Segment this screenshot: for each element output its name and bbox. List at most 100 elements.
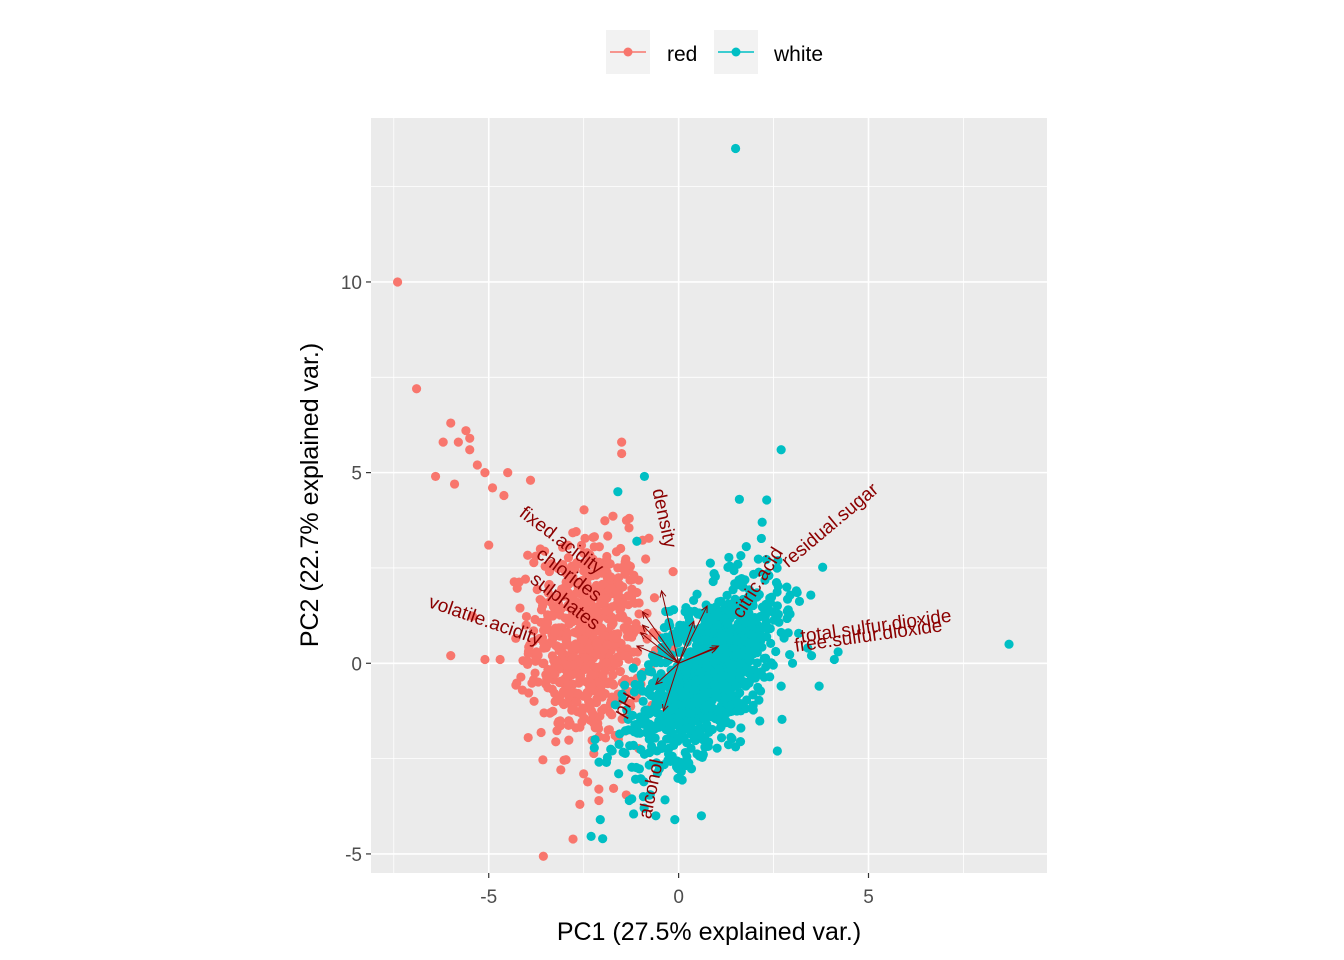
point-red [611, 547, 622, 557]
point-red [543, 588, 553, 598]
point-red [617, 448, 627, 459]
point-white [748, 616, 759, 626]
point-red [608, 511, 618, 521]
point-red [580, 533, 590, 543]
point-white [829, 654, 839, 665]
point-white [724, 701, 735, 711]
point-white [730, 742, 741, 752]
point-red [568, 528, 578, 538]
point-white [737, 615, 747, 625]
legend-item-red[interactable]: red [606, 30, 697, 74]
x-tick-label: -5 [480, 887, 497, 908]
point-white [747, 630, 757, 640]
point-white [676, 707, 687, 717]
point-white [680, 747, 690, 758]
point-white [674, 717, 685, 727]
point-red [480, 468, 490, 478]
point-white [733, 559, 743, 569]
point-white [669, 605, 679, 615]
point-red [563, 680, 573, 690]
point-white [785, 650, 795, 660]
point-red [577, 717, 587, 727]
y-tick-label: 10 [341, 273, 362, 294]
point-white [589, 743, 599, 753]
point-red [596, 681, 607, 691]
point-white [623, 725, 634, 735]
point-white [753, 554, 763, 564]
point-red [516, 672, 526, 682]
point-white [738, 582, 748, 592]
point-red [593, 723, 604, 734]
point-red [619, 598, 629, 608]
point-red [578, 703, 588, 713]
point-red [624, 523, 634, 533]
point-white [755, 631, 766, 641]
point-white [598, 834, 608, 844]
point-red [600, 594, 610, 604]
point-red [523, 732, 533, 743]
point-white [637, 686, 648, 696]
point-white [714, 664, 724, 674]
point-white [673, 733, 684, 743]
point-white [637, 672, 647, 682]
point-red [411, 384, 422, 394]
point-red [446, 418, 456, 428]
point-red [544, 581, 554, 591]
point-red [523, 550, 533, 560]
point-white [620, 748, 630, 759]
point-white [774, 617, 784, 627]
point-white [624, 795, 634, 806]
point-white [642, 705, 652, 715]
point-white [670, 815, 680, 825]
point-white [794, 628, 804, 638]
point-white [806, 651, 817, 661]
point-white [736, 723, 746, 733]
point-white [709, 657, 719, 667]
point-white [668, 704, 678, 714]
point-red [575, 672, 585, 682]
point-red [607, 678, 618, 689]
point-red [613, 590, 623, 600]
point-white [722, 590, 732, 600]
point-white [694, 751, 704, 761]
point-red [633, 647, 643, 657]
point-red [556, 676, 566, 686]
point-red [536, 727, 546, 738]
legend-item-white[interactable]: white [714, 30, 823, 74]
loading-arrow [655, 662, 679, 685]
point-red [465, 433, 475, 443]
point-red [576, 540, 587, 550]
point-red [495, 654, 505, 665]
point-white [750, 645, 760, 655]
point-white [696, 667, 706, 677]
point-white [712, 620, 722, 630]
point-white [692, 634, 702, 645]
point-white [722, 648, 732, 658]
point-red [594, 691, 604, 701]
point-red [610, 659, 620, 669]
point-red [539, 643, 549, 653]
point-white [699, 714, 709, 724]
loading-arrowhead [701, 605, 708, 614]
loading-arrow [642, 624, 679, 664]
y-tick-label: 0 [351, 654, 362, 675]
point-red [644, 533, 654, 543]
point-red [465, 445, 475, 455]
loading-arrow [678, 621, 695, 664]
point-white [644, 790, 655, 800]
point-white [631, 762, 641, 773]
point-white [650, 733, 660, 743]
point-white [632, 536, 642, 546]
point-white [755, 686, 766, 696]
point-white [766, 638, 776, 648]
point-red [430, 471, 441, 482]
point-white [744, 591, 754, 602]
point-red [621, 554, 631, 564]
point-white [701, 628, 711, 638]
point-red [602, 551, 612, 562]
point-white [629, 687, 640, 697]
point-red [543, 683, 553, 693]
point-white [1004, 639, 1014, 649]
point-white [693, 609, 703, 619]
point-white [708, 576, 718, 587]
